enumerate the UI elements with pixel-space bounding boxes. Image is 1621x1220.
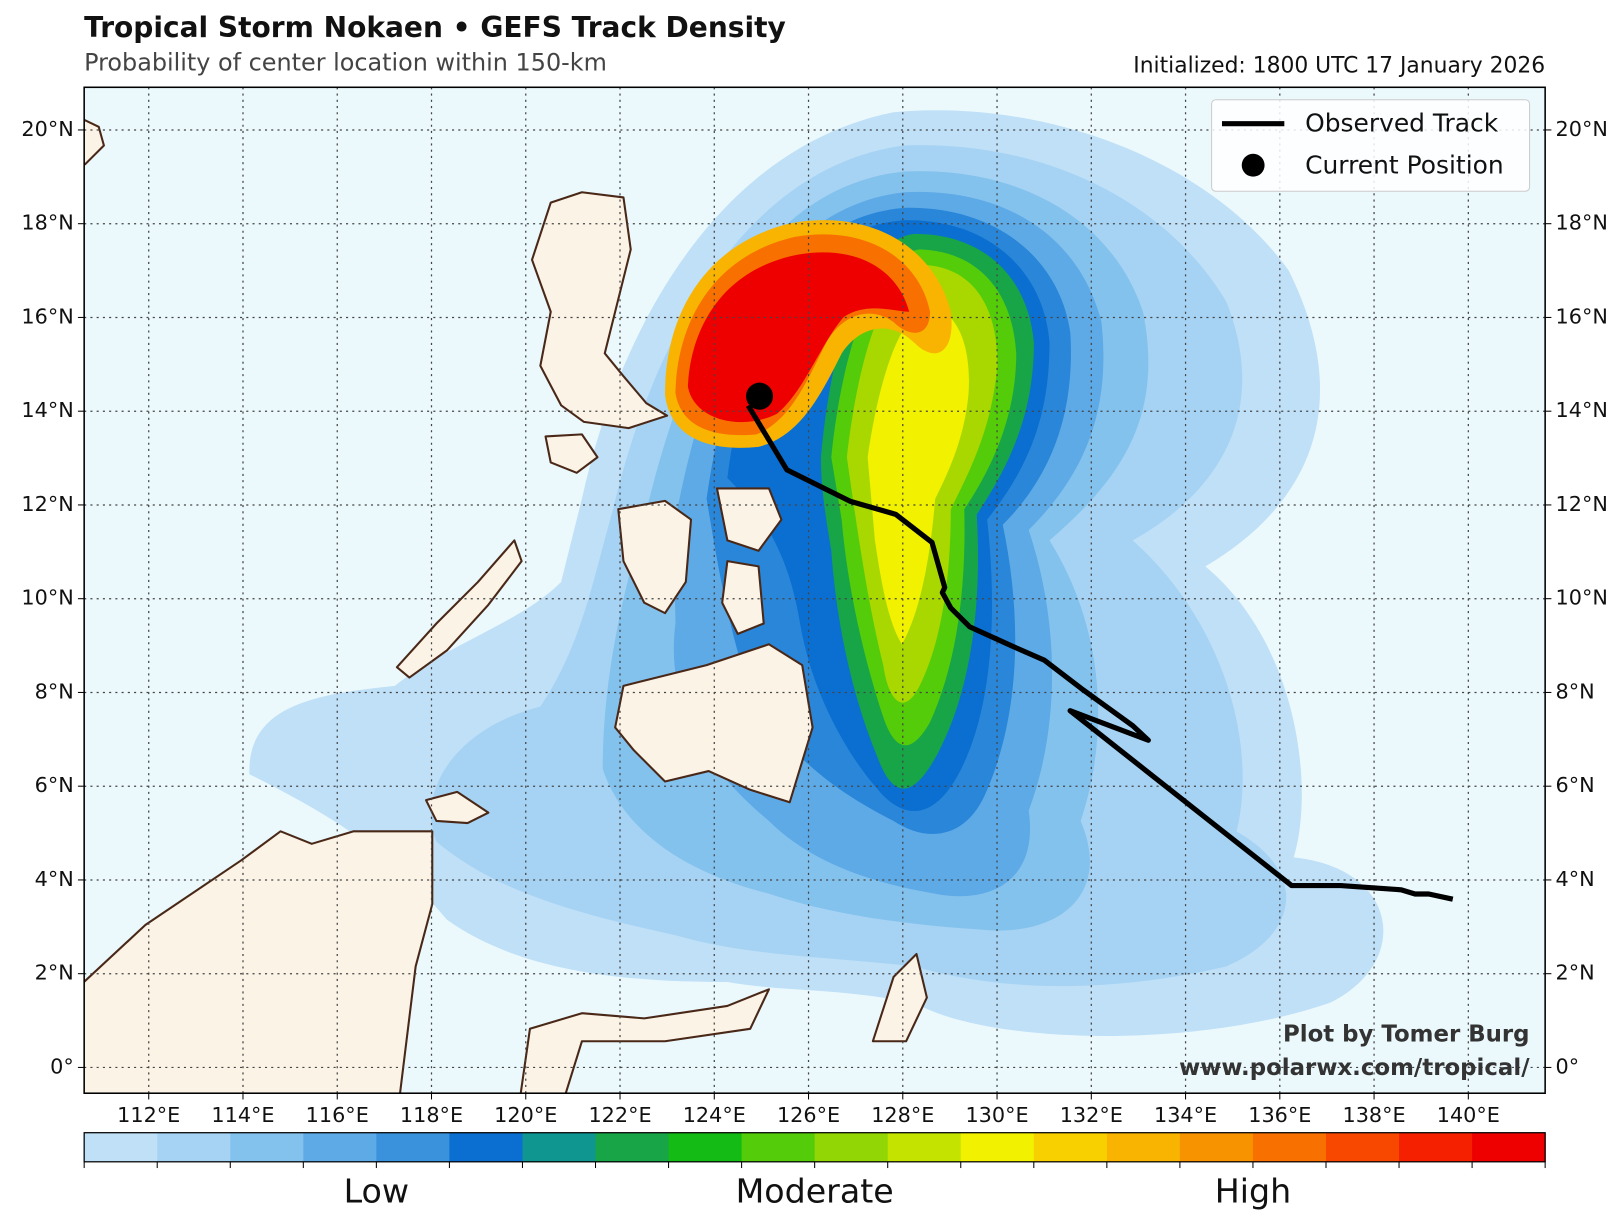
y-tick-label: 10°N: [21, 586, 73, 610]
x-tick-label: 126°E: [777, 1103, 840, 1127]
x-tick-label: 124°E: [683, 1103, 746, 1127]
land-borneo-north: [84, 118, 105, 166]
colorbar-bin: [1472, 1132, 1546, 1162]
y-tick-label: 8°N: [35, 679, 74, 703]
colorbar-label: Moderate: [736, 1171, 894, 1210]
x-tick-label: 116°E: [306, 1103, 369, 1127]
colorbar-bin: [1106, 1132, 1181, 1162]
title: Tropical Storm Nokaen • GEFS Track Densi…: [84, 11, 786, 44]
credit: www.polarwx.com/tropical/: [1179, 1055, 1530, 1081]
legend-box: [1211, 99, 1531, 192]
land-mindoro: [544, 433, 599, 474]
y-tick-label: 12°N: [21, 492, 73, 516]
y-tick-label: 14°N: [21, 398, 73, 422]
land-visayas: [617, 499, 693, 615]
legend-dot: [1241, 153, 1265, 177]
map-frame: [83, 86, 1546, 1094]
x-tick-label: 112°E: [117, 1103, 180, 1127]
y-tick-label: 2°N: [1556, 961, 1595, 985]
density-level: [867, 306, 969, 645]
colorbar-bin: [668, 1132, 743, 1162]
y-tick-label: 12°N: [1556, 492, 1608, 516]
y-tick-label: 14°N: [1556, 398, 1608, 422]
colorbar-bin: [1179, 1132, 1254, 1162]
y-tick-label: 8°N: [1556, 679, 1595, 703]
land-samar: [715, 487, 783, 552]
density-level: [687, 252, 910, 423]
x-tick-label: 118°E: [400, 1103, 463, 1127]
y-tick-label: 2°N: [35, 961, 74, 985]
colorbar: Low Moderate High: [83, 1132, 1546, 1210]
y-tick-label: 0°: [1556, 1054, 1580, 1078]
colorbar-bin: [84, 1132, 158, 1162]
x-tick-label: 130°E: [965, 1103, 1028, 1127]
colorbar-bin: [887, 1132, 962, 1162]
density-field: [249, 110, 1384, 1036]
land-leyte: [721, 560, 765, 635]
y-tick-label: 20°N: [21, 117, 73, 141]
colorbar-bin: [303, 1132, 377, 1162]
y-tick-label: 10°N: [1556, 586, 1608, 610]
legend-label: Current Position: [1305, 150, 1504, 179]
x-tick-label: 120°E: [494, 1103, 557, 1127]
land: [84, 118, 928, 1094]
x-tick-label: 138°E: [1343, 1103, 1406, 1127]
y-tick-label: 20°N: [1556, 117, 1608, 141]
x-tick-label: 134°E: [1154, 1103, 1217, 1127]
y-tick-label: 0°: [50, 1054, 74, 1078]
y-tick-label: 6°N: [1556, 773, 1595, 797]
colorbar-bin: [960, 1132, 1035, 1162]
land-borneo: [84, 830, 434, 1094]
x-tick-label: 132°E: [1060, 1103, 1123, 1127]
colorbar-bin: [1325, 1132, 1400, 1162]
y-tick-label: 18°N: [21, 211, 73, 235]
colorbar-bin: [1033, 1132, 1108, 1162]
observed-track: [745, 404, 1454, 902]
colorbar-bin: [1399, 1132, 1473, 1162]
current-position: [746, 382, 774, 410]
y-tick-label: 6°N: [35, 773, 74, 797]
land-palawan: [395, 539, 523, 679]
colorbar-bin: [522, 1132, 597, 1162]
credit: Plot by Tomer Burg: [1283, 1022, 1530, 1048]
init-time: Initialized: 1800 UTC 17 January 2026: [1133, 54, 1545, 79]
land-sulawesi: [519, 988, 770, 1094]
subtitle: Probability of center location within 15…: [84, 48, 607, 76]
colorbar-bin: [595, 1132, 670, 1162]
colorbar-bin: [741, 1132, 816, 1162]
colorbar-bin: [230, 1132, 304, 1162]
colorbar-label: High: [1215, 1171, 1291, 1210]
land-halmahera: [871, 952, 928, 1043]
x-tick-label: 122°E: [588, 1103, 651, 1127]
colorbar-bin: [1252, 1132, 1327, 1162]
y-tick-label: 4°N: [1556, 867, 1595, 891]
y-tick-label: 4°N: [35, 867, 74, 891]
x-tick-label: 136°E: [1248, 1103, 1311, 1127]
legend-label: Observed Track: [1305, 109, 1499, 138]
colorbar-label: Low: [344, 1171, 409, 1210]
colorbar-bin: [449, 1132, 523, 1162]
y-tick-label: 18°N: [1556, 211, 1608, 235]
legend: Observed Track Current Position: [1211, 99, 1531, 192]
track-layer: [745, 382, 1454, 902]
colorbar-bin: [376, 1132, 450, 1162]
colorbar-bin: [814, 1132, 889, 1162]
x-tick-label: 114°E: [211, 1103, 274, 1127]
colorbar-bin: [157, 1132, 231, 1162]
y-tick-label: 16°N: [21, 304, 73, 328]
land-sulu: [424, 790, 490, 825]
grid: [77, 87, 1552, 1100]
x-tick-label: 140°E: [1437, 1103, 1500, 1127]
x-tick-label: 128°E: [871, 1103, 934, 1127]
y-tick-label: 16°N: [1556, 304, 1608, 328]
